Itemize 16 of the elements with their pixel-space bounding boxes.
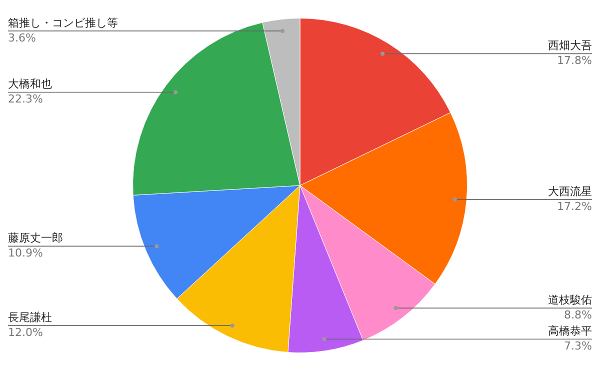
- slice-label: 西畑大吾: [548, 39, 592, 52]
- slice-label: 大西流星: [548, 184, 592, 198]
- data-label: 22.3%: [8, 92, 43, 106]
- data-label: 3.6%: [8, 31, 36, 44]
- slice-label: 高橋恭平: [548, 324, 592, 338]
- slice-label: 長尾謙杜: [8, 310, 52, 324]
- data-label: 8.8%: [564, 308, 592, 322]
- slice-label: 箱推し・コンビ推し等: [8, 16, 118, 30]
- data-label: 7.3%: [564, 339, 592, 352]
- slice-label: 藤原丈一郎: [8, 232, 63, 245]
- slice-label: 道枝駿佑: [548, 293, 592, 306]
- data-label: 12.0%: [8, 326, 43, 339]
- data-label: 17.8%: [557, 54, 592, 68]
- data-label: 10.9%: [8, 246, 43, 260]
- slice-label: 大橋和也: [8, 78, 52, 91]
- data-label: 17.2%: [557, 200, 592, 213]
